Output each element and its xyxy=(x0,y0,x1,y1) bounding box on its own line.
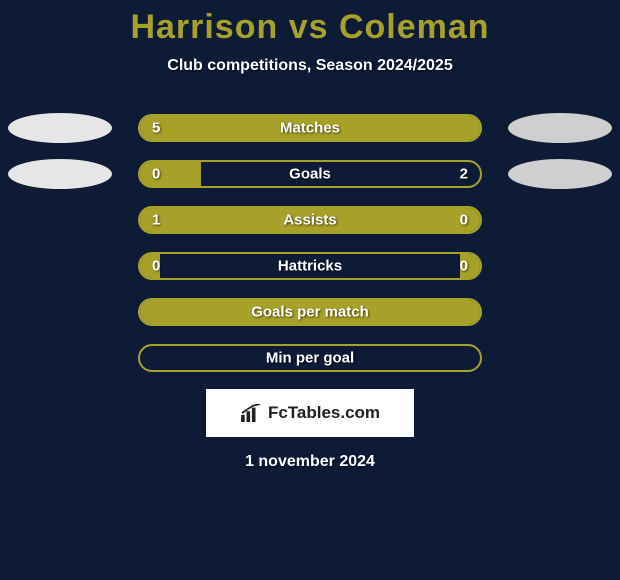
bar-fill-left xyxy=(140,208,405,232)
stat-value-right: 2 xyxy=(460,166,468,183)
branding-text: FcTables.com xyxy=(268,403,380,423)
content: Harrison vs Coleman Club competitions, S… xyxy=(0,0,620,471)
player-ellipse-left xyxy=(8,113,112,143)
stat-label: Min per goal xyxy=(266,350,354,367)
stat-value-left: 5 xyxy=(152,120,160,137)
stat-label: Hattricks xyxy=(278,258,342,275)
footer-date: 1 november 2024 xyxy=(0,453,620,471)
player-ellipse-right xyxy=(508,159,612,189)
stat-row: Min per goal xyxy=(0,335,620,381)
stat-row: Goals per match xyxy=(0,289,620,335)
stat-label: Goals per match xyxy=(251,304,369,321)
stat-value-left: 0 xyxy=(152,166,160,183)
stat-row: Goals 0 2 xyxy=(0,151,620,197)
stat-value-left: 0 xyxy=(152,258,160,275)
bars-container: Matches5Goals02Assists10Hattricks00Goals… xyxy=(0,105,620,381)
bar-fill-left xyxy=(140,162,201,186)
stat-bar: Min per goal xyxy=(138,344,482,372)
stat-bar: Goals 0 2 xyxy=(138,160,482,188)
page-subtitle: Club competitions, Season 2024/2025 xyxy=(0,57,620,75)
stat-value-left: 1 xyxy=(152,212,160,229)
stat-bar: Hattricks 0 0 xyxy=(138,252,482,280)
stat-row: Matches 5 xyxy=(0,105,620,151)
bar-fill-right xyxy=(405,208,480,232)
stat-row: Hattricks 0 0 xyxy=(0,243,620,289)
stat-bar: Goals per match xyxy=(138,298,482,326)
player-ellipse-right xyxy=(508,113,612,143)
stat-value-right: 0 xyxy=(460,258,468,275)
stat-bar: Assists 1 0 xyxy=(138,206,482,234)
branding-badge[interactable]: FcTables.com xyxy=(206,389,414,437)
page-title: Harrison vs Coleman xyxy=(0,8,620,47)
stat-row: Assists 1 0 xyxy=(0,197,620,243)
stat-label: Assists xyxy=(283,212,336,229)
stat-value-right: 0 xyxy=(460,212,468,229)
stat-label: Goals xyxy=(289,166,331,183)
stat-bar: Matches 5 xyxy=(138,114,482,142)
stat-label: Matches xyxy=(280,120,340,137)
chart-icon xyxy=(240,404,262,422)
player-ellipse-left xyxy=(8,159,112,189)
